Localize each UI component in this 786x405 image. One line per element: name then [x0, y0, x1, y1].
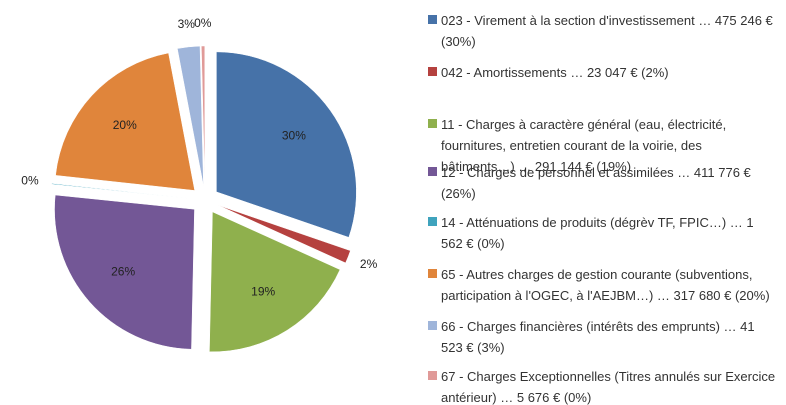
legend-entry: 66 - Charges financières (intérêts des e… — [428, 316, 778, 358]
slice-label: 26% — [111, 264, 135, 278]
legend-label: 042 - Amortissements … 23 047 € (2%) — [441, 65, 669, 80]
legend-swatch — [428, 269, 437, 278]
legend-label: 023 - Virement à la section d'investisse… — [441, 13, 773, 49]
pie-slice — [55, 52, 196, 191]
legend-entry: 14 - Atténuations de produits (dégrèv TF… — [428, 212, 778, 254]
pie-slice — [216, 51, 357, 238]
legend-swatch — [428, 167, 437, 176]
pie-slice — [177, 45, 204, 187]
legend-swatch — [428, 67, 437, 76]
slice-label: 0% — [21, 174, 39, 188]
slice-label: 2% — [360, 257, 378, 271]
legend-entry: 11 - Charges à caractère général (eau, é… — [428, 114, 778, 177]
legend-label: 12 - Charges de personnel et assimilées … — [441, 165, 751, 201]
legend-swatch — [428, 371, 437, 380]
pie-slice — [201, 45, 206, 187]
legend-label: 65 - Autres charges de gestion courante … — [441, 267, 770, 303]
legend-swatch — [428, 321, 437, 330]
legend-entry: 65 - Autres charges de gestion courante … — [428, 264, 778, 306]
slice-label: 3% — [178, 17, 196, 31]
legend-swatch — [428, 217, 437, 226]
slice-label: 30% — [282, 129, 306, 143]
legend-label: 66 - Charges financières (intérêts des e… — [441, 319, 755, 355]
slice-label: 0% — [194, 16, 212, 30]
pie-slice — [209, 211, 341, 353]
legend-swatch — [428, 119, 437, 128]
pie-slice — [217, 204, 351, 264]
pie-slice — [54, 194, 195, 350]
legend-entry: 12 - Charges de personnel et assimilées … — [428, 162, 778, 204]
pie-slice — [51, 183, 192, 199]
legend-entry: 023 - Virement à la section d'investisse… — [428, 10, 778, 52]
slice-label: 19% — [251, 285, 275, 299]
legend-label: 67 - Charges Exceptionnelles (Titres ann… — [441, 369, 776, 405]
legend-label: 11 - Charges à caractère général (eau, é… — [441, 117, 727, 174]
legend-entry: 042 - Amortissements … 23 047 € (2%) — [428, 62, 778, 83]
legend-label: 14 - Atténuations de produits (dégrèv TF… — [441, 215, 754, 251]
legend-entry: 67 - Charges Exceptionnelles (Titres ann… — [428, 366, 778, 405]
slice-label: 20% — [113, 118, 137, 132]
legend-swatch — [428, 15, 437, 24]
